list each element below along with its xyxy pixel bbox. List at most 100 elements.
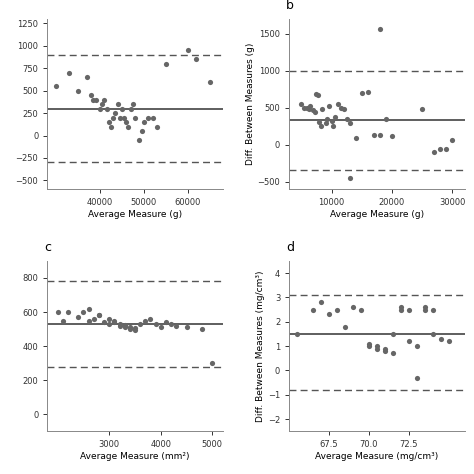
Point — [397, 303, 405, 311]
Point — [131, 325, 139, 332]
Point — [105, 118, 112, 126]
Point — [149, 114, 156, 121]
Point — [152, 320, 159, 328]
Point — [74, 313, 82, 321]
Point — [358, 89, 365, 97]
Point — [346, 119, 354, 127]
Point — [114, 100, 121, 108]
Point — [382, 115, 390, 123]
Point — [85, 317, 92, 324]
Point — [389, 350, 397, 357]
Y-axis label: Diff. Between Measures (g): Diff. Between Measures (g) — [246, 43, 255, 165]
Point — [341, 323, 349, 330]
Point — [129, 100, 137, 108]
Point — [376, 26, 384, 33]
Point — [331, 113, 338, 120]
Point — [405, 306, 412, 313]
Point — [120, 114, 128, 121]
Point — [430, 148, 438, 155]
Point — [381, 345, 389, 352]
Point — [373, 345, 381, 352]
Point — [192, 55, 200, 63]
Point — [310, 306, 317, 313]
Point — [54, 308, 62, 316]
Point — [413, 374, 420, 382]
Point — [206, 78, 213, 85]
Point — [346, 174, 354, 182]
X-axis label: Average Measure (mm²): Average Measure (mm²) — [80, 452, 190, 461]
Point — [429, 330, 437, 338]
Point — [64, 308, 72, 316]
Point — [381, 347, 389, 355]
Point — [322, 119, 329, 127]
Point — [126, 323, 134, 330]
Point — [419, 105, 426, 112]
Point — [118, 105, 126, 112]
Point — [429, 306, 437, 313]
Point — [311, 108, 319, 115]
Point — [184, 46, 191, 54]
Point — [304, 104, 311, 112]
Point — [325, 102, 332, 109]
Point — [167, 320, 175, 328]
Point — [125, 123, 132, 130]
Point — [357, 306, 365, 313]
Point — [140, 118, 147, 126]
Point — [370, 131, 378, 139]
Point — [136, 136, 143, 144]
Point — [173, 322, 180, 329]
Point — [421, 306, 428, 313]
Point — [316, 118, 323, 126]
Point — [333, 306, 341, 313]
Point — [388, 132, 396, 140]
Point — [298, 100, 305, 108]
Point — [138, 128, 146, 135]
Point — [389, 330, 397, 338]
Point — [183, 323, 191, 330]
Point — [373, 342, 381, 350]
Point — [328, 118, 336, 125]
Point — [376, 131, 384, 139]
Point — [59, 317, 67, 324]
Point — [405, 337, 412, 345]
Point — [145, 114, 152, 121]
Text: d: d — [286, 241, 294, 254]
Point — [153, 123, 161, 130]
Point — [329, 123, 337, 130]
Point — [80, 308, 87, 316]
Point — [325, 310, 333, 318]
Point — [111, 109, 119, 117]
Point — [337, 104, 345, 112]
Point — [87, 91, 95, 99]
Point — [83, 73, 91, 81]
Text: b: b — [286, 0, 293, 12]
Point — [313, 90, 320, 98]
Point — [127, 105, 135, 112]
Point — [343, 115, 350, 123]
Point — [100, 319, 108, 326]
Point — [65, 69, 73, 77]
Point — [109, 114, 117, 121]
Point — [110, 319, 118, 326]
Point — [95, 312, 103, 319]
Point — [121, 324, 128, 331]
Point — [352, 134, 360, 141]
Point — [340, 106, 347, 113]
Point — [198, 325, 206, 333]
Point — [146, 315, 154, 323]
Point — [317, 299, 325, 306]
Point — [105, 320, 113, 328]
X-axis label: Average Measure (g): Average Measure (g) — [330, 210, 424, 219]
Point — [121, 321, 128, 328]
Point — [397, 306, 405, 313]
Point — [110, 317, 118, 324]
Point — [52, 82, 60, 90]
Point — [126, 325, 134, 333]
Point — [307, 102, 314, 109]
Point — [131, 326, 139, 334]
X-axis label: Average Measure (mg/cm³): Average Measure (mg/cm³) — [315, 452, 438, 461]
Point — [449, 137, 456, 144]
Point — [142, 318, 149, 325]
Point — [162, 319, 170, 326]
Point — [116, 322, 123, 329]
